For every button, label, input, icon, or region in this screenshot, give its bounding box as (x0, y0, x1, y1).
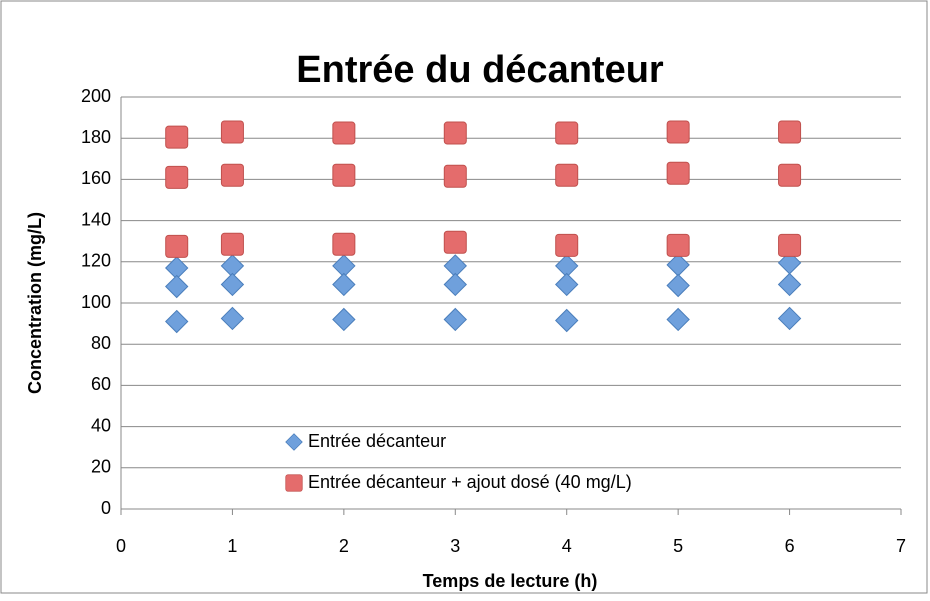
y-tick-label: 140 (81, 209, 111, 229)
point (165, 125, 189, 149)
point (220, 272, 245, 297)
point (555, 233, 579, 257)
legend-label: Entrée décanteur + ajout dosé (40 mg/L) (308, 472, 632, 492)
point (332, 307, 356, 332)
point (777, 306, 802, 331)
point (778, 120, 802, 144)
point (666, 161, 690, 185)
point (220, 306, 245, 331)
point (778, 163, 802, 187)
legend-marker (285, 474, 303, 492)
y-tick-label: 60 (91, 374, 111, 394)
point (443, 164, 467, 188)
x-tick-label: 5 (673, 536, 683, 556)
y-tick-label: 80 (91, 333, 111, 353)
point (443, 121, 467, 145)
point (778, 233, 802, 257)
legend-label: Entrée décanteur (308, 431, 446, 451)
y-tick-label: 160 (81, 168, 111, 188)
point (555, 121, 579, 145)
point (666, 273, 690, 298)
point (165, 234, 189, 258)
x-tick-label: 1 (227, 536, 237, 556)
point (555, 308, 579, 333)
point (165, 274, 189, 299)
y-tick-label: 200 (81, 86, 111, 106)
point (332, 163, 356, 187)
point (555, 163, 579, 187)
point (220, 232, 244, 256)
y-tick-label: 120 (81, 251, 111, 271)
y-tick-label: 20 (91, 457, 111, 477)
point (666, 233, 690, 257)
point (165, 309, 189, 334)
legend-marker (285, 433, 303, 451)
point (332, 121, 356, 145)
chart-title: Entrée du décanteur (296, 49, 664, 91)
point (220, 163, 244, 187)
point (443, 230, 467, 254)
point (443, 307, 467, 332)
point (443, 272, 467, 297)
x-tick-label: 6 (785, 536, 795, 556)
y-tick-label: 180 (81, 127, 111, 147)
x-tick-label: 2 (339, 536, 349, 556)
y-axis-label: Concentration (mg/L) (25, 212, 45, 394)
point (777, 272, 802, 297)
point (666, 307, 690, 332)
point (165, 165, 189, 189)
x-axis-label: Temps de lecture (h) (423, 571, 598, 591)
x-tick-label: 4 (562, 536, 572, 556)
x-tick-label: 0 (116, 536, 126, 556)
point (332, 232, 356, 256)
y-tick-label: 0 (101, 498, 111, 518)
point (220, 120, 244, 144)
x-tick-label: 7 (896, 536, 906, 556)
y-tick-label: 100 (81, 292, 111, 312)
point (555, 272, 579, 297)
point (666, 120, 690, 144)
y-tick-label: 40 (91, 415, 111, 435)
x-tick-label: 3 (450, 536, 460, 556)
point (332, 272, 356, 297)
